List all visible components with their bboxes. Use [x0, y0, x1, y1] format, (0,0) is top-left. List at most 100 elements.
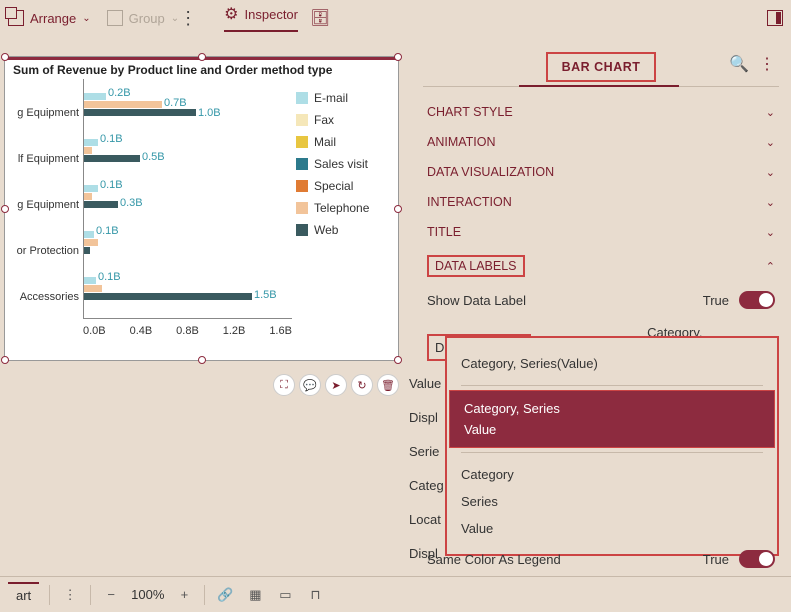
y-category: Accessories	[9, 291, 79, 303]
bar	[84, 155, 140, 162]
chart-plot: g Equipment lf Equipment g Equipment or …	[9, 79, 296, 343]
sheet-tab[interactable]: art	[8, 582, 39, 607]
resize-handle[interactable]	[198, 356, 206, 364]
bar	[84, 185, 98, 192]
panel-toggle-icon[interactable]	[767, 10, 783, 26]
chart-widget[interactable]: Sum of Revenue by Product line and Order…	[4, 56, 399, 361]
legend-swatch	[296, 114, 308, 126]
section-chart-style[interactable]: CHART STYLE⌄	[423, 97, 779, 127]
data-label: 0.1B	[96, 225, 119, 237]
magnet-icon[interactable]: ⊓	[305, 587, 325, 603]
more-icon[interactable]: ⋮	[759, 54, 775, 74]
bar	[84, 93, 106, 100]
zoom-in-icon[interactable]: +	[174, 587, 194, 602]
y-category: g Equipment	[9, 107, 79, 119]
data-label: 0.3B	[120, 197, 143, 209]
section-animation[interactable]: ANIMATION⌄	[423, 127, 779, 157]
resize-handle[interactable]	[394, 205, 402, 213]
x-tick: 1.6B	[269, 325, 292, 337]
toggle-same-color[interactable]	[739, 550, 775, 568]
chevron-up-icon: ⌃	[766, 260, 775, 273]
group-label: Group	[129, 11, 165, 26]
chevron-down-icon: ⌄	[766, 106, 775, 119]
y-category: or Protection	[9, 245, 79, 257]
resize-handle[interactable]	[1, 205, 9, 213]
bar	[84, 201, 118, 208]
legend-label: Telephone	[314, 201, 369, 215]
resize-handle[interactable]	[198, 53, 206, 61]
chevron-down-icon: ⌄	[171, 13, 179, 24]
legend-swatch	[296, 202, 308, 214]
y-category: lf Equipment	[9, 153, 79, 165]
bar	[84, 239, 98, 246]
bar	[84, 277, 96, 284]
search-icon[interactable]: 🔍	[729, 54, 749, 74]
legend-label: Mail	[314, 135, 336, 149]
dropdown-option[interactable]: Category	[447, 457, 777, 492]
resize-handle[interactable]	[394, 356, 402, 364]
bar	[84, 285, 102, 292]
group-icon	[107, 10, 123, 26]
group-button[interactable]: Group ⌄	[107, 10, 180, 26]
prop-truncated: Categ	[409, 478, 444, 493]
data-label: 1.5B	[254, 289, 277, 301]
legend-swatch	[296, 224, 308, 236]
link-icon[interactable]: 🔗	[215, 587, 235, 603]
chevron-down-icon: ⌄	[766, 196, 775, 209]
legend-label: Web	[314, 223, 338, 237]
legend-swatch	[296, 92, 308, 104]
legend-label: E-mail	[314, 91, 348, 105]
gear-icon[interactable]: ⚙	[224, 4, 238, 24]
prop-truncated: Serie	[409, 444, 439, 459]
resize-handle[interactable]	[1, 53, 9, 61]
prop-show-data-label: Show Data Label True	[423, 285, 779, 315]
legend-label: Fax	[314, 113, 334, 127]
section-data-viz[interactable]: DATA VISUALIZATION⌄	[423, 157, 779, 187]
prop-truncated: Displ	[409, 410, 438, 425]
more-menu[interactable]: ⋮	[179, 8, 196, 29]
data-label: 1.0B	[198, 107, 221, 119]
data-label: 0.1B	[100, 133, 123, 145]
layout-icon[interactable]: ▭	[275, 587, 295, 603]
dropdown-option[interactable]: Series	[447, 492, 777, 519]
resize-handle[interactable]	[1, 356, 9, 364]
x-tick: 0.0B	[83, 325, 106, 337]
prop-truncated: Locat	[409, 512, 441, 527]
x-tick: 1.2B	[223, 325, 246, 337]
dropdown-option[interactable]: Value	[447, 519, 777, 546]
data-label: 0.7B	[164, 97, 187, 109]
prop-same-color: Same Color As Legend True	[423, 544, 779, 574]
zoom-out-icon[interactable]: −	[101, 587, 121, 602]
expand-icon[interactable]: ⛶	[273, 374, 295, 396]
section-data-labels[interactable]: DATA LABELS⌃	[423, 247, 779, 285]
arrange-icon	[8, 10, 24, 26]
section-interaction[interactable]: INTERACTION⌄	[423, 187, 779, 217]
inspector-tab[interactable]: Inspector	[245, 7, 298, 22]
bar	[84, 193, 92, 200]
chevron-down-icon: ⌄	[766, 136, 775, 149]
resize-handle[interactable]	[394, 53, 402, 61]
database-icon[interactable]: 🗄	[310, 8, 330, 28]
dropdown-option[interactable]: Category, Series(Value)	[447, 346, 777, 381]
more-icon[interactable]: ⋮	[60, 587, 80, 603]
grid-icon[interactable]: ▦	[245, 587, 265, 603]
legend-swatch	[296, 136, 308, 148]
arrange-button[interactable]: Arrange ⌄	[8, 10, 91, 26]
dropdown-option-selected[interactable]: Category, Series Value	[449, 390, 775, 448]
delete-icon[interactable]: 🗑	[377, 374, 399, 396]
bar	[84, 231, 94, 238]
data-label: 0.5B	[142, 151, 165, 163]
bar	[84, 247, 90, 254]
toggle-show-data-label[interactable]	[739, 291, 775, 309]
share-icon[interactable]: ➤	[325, 374, 347, 396]
section-title[interactable]: TITLE⌄	[423, 217, 779, 247]
chevron-down-icon: ⌄	[82, 13, 90, 24]
inspector-title: BAR CHART	[546, 52, 657, 82]
chevron-down-icon: ⌄	[766, 226, 775, 239]
display-pattern-dropdown: Category, Series(Value) Category, Series…	[445, 336, 779, 556]
bar	[84, 139, 98, 146]
legend-swatch	[296, 180, 308, 192]
refresh-icon[interactable]: ↻	[351, 374, 373, 396]
legend-swatch	[296, 158, 308, 170]
comment-icon[interactable]: 💬	[299, 374, 321, 396]
